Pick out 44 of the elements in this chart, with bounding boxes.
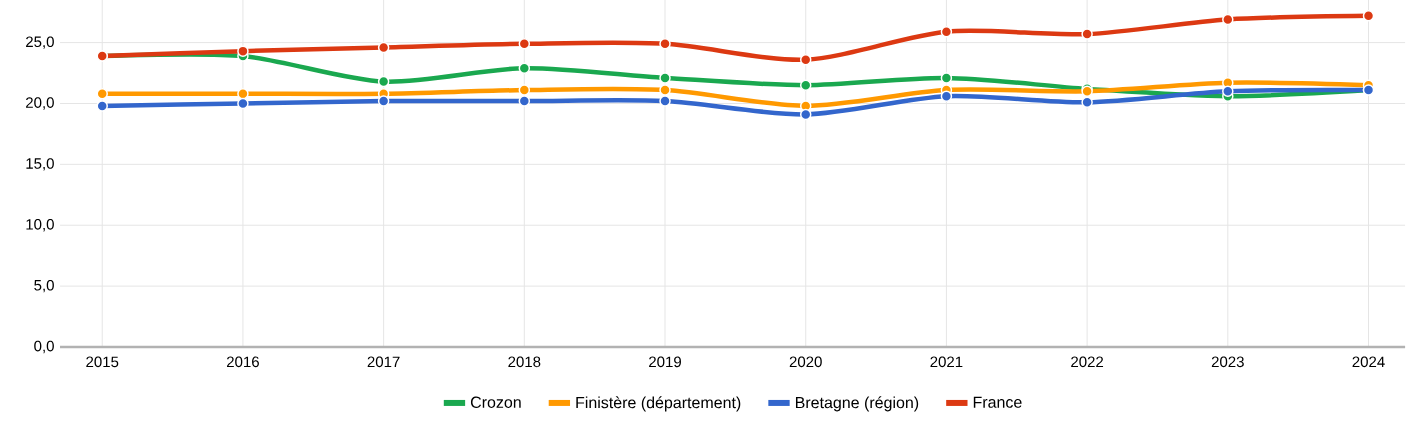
point xyxy=(1222,13,1234,26)
legend-label: Crozon xyxy=(470,396,521,408)
point xyxy=(1081,28,1093,40)
x-tick-label: 2017 xyxy=(367,356,400,368)
point xyxy=(96,100,108,112)
point xyxy=(518,95,531,107)
point xyxy=(940,25,953,38)
x-tick-label: 2019 xyxy=(649,356,681,368)
point xyxy=(799,108,812,121)
point xyxy=(659,84,671,96)
legend-label: Finistère (département) xyxy=(576,396,741,412)
x-tick-label: 2016 xyxy=(227,356,259,368)
point xyxy=(659,72,671,84)
point xyxy=(237,97,249,110)
x-tick-label: 2015 xyxy=(86,356,119,368)
point xyxy=(1081,96,1093,109)
point xyxy=(237,45,249,57)
point xyxy=(659,95,671,107)
legend-label: France xyxy=(973,396,1022,408)
legend-label: Bretagne (région) xyxy=(795,396,919,412)
point xyxy=(518,62,531,74)
point xyxy=(518,38,531,50)
point xyxy=(377,75,390,88)
point xyxy=(940,90,953,102)
x-tick-label: 2024 xyxy=(1352,356,1385,368)
x-tick-label: 2022 xyxy=(1071,356,1104,368)
point xyxy=(1222,85,1234,98)
point xyxy=(799,53,812,66)
x-tick-label: 2020 xyxy=(789,356,822,368)
x-tick-label: 2023 xyxy=(1211,356,1244,368)
point xyxy=(799,79,812,91)
point xyxy=(377,41,390,54)
y-tick-label: 15,0 xyxy=(26,158,54,171)
point xyxy=(940,72,953,84)
point xyxy=(377,95,390,107)
x-tick-label: 2021 xyxy=(930,356,963,368)
y-tick-label: 0,0 xyxy=(34,340,54,354)
y-tick-label: 10,0 xyxy=(26,219,54,232)
point xyxy=(659,38,671,50)
x-tick-label: 2018 xyxy=(508,356,541,368)
point xyxy=(518,84,531,96)
y-tick-label: 5,0 xyxy=(34,279,54,293)
y-tick-label: 20,0 xyxy=(26,97,54,110)
y-tick-label: 25,0 xyxy=(26,36,54,49)
